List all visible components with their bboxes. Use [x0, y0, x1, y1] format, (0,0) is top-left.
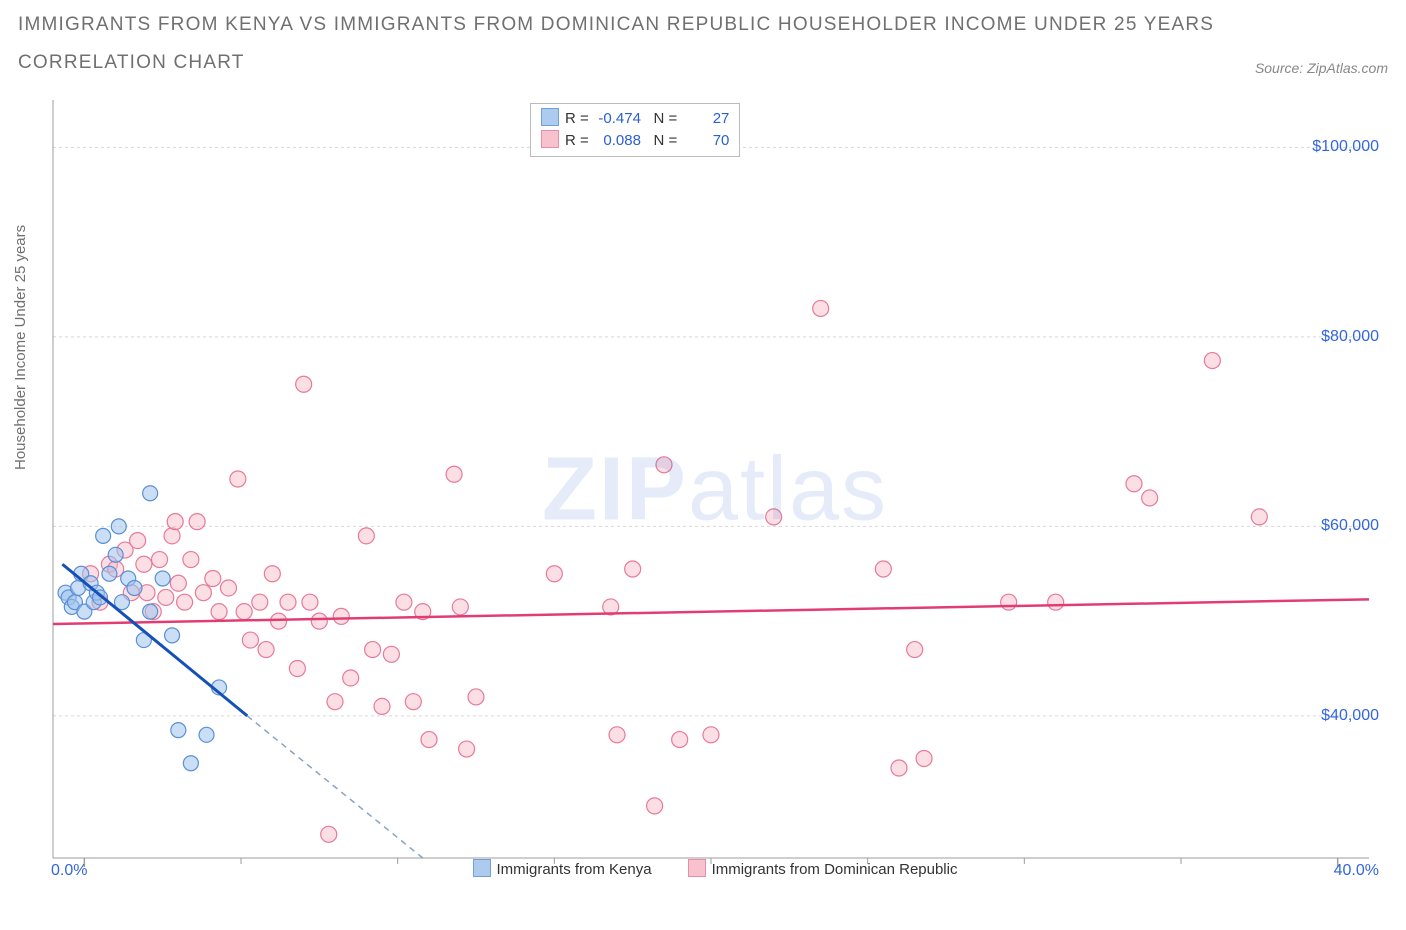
correlation-stats-box: R = -0.474 N = 27R = 0.088 N = 70 — [530, 103, 740, 157]
chart-subtitle: CORRELATION CHART — [18, 52, 1388, 74]
stat-row: R = -0.474 N = 27 — [541, 108, 729, 130]
source-label: Source: ZipAtlas.com — [1255, 60, 1388, 76]
stat-row: R = 0.088 N = 70 — [541, 130, 729, 152]
legend-item: Immigrants from Dominican Republic — [688, 859, 958, 878]
y-tick-label: $60,000 — [1321, 517, 1379, 535]
y-tick-label: $100,000 — [1312, 138, 1379, 156]
y-tick-label: $80,000 — [1321, 328, 1379, 346]
chart-title: IMMIGRANTS FROM KENYA VS IMMIGRANTS FROM… — [18, 14, 1388, 36]
plot-svg — [45, 100, 1385, 880]
scatter-chart: ZIPatlas $40,000$60,000$80,000$100,000 0… — [45, 100, 1385, 880]
legend: Immigrants from Kenya Immigrants from Dom… — [45, 859, 1385, 878]
legend-item: Immigrants from Kenya — [473, 859, 652, 878]
y-axis-label: Householder Income Under 25 years — [12, 225, 29, 470]
y-tick-label: $40,000 — [1321, 707, 1379, 725]
